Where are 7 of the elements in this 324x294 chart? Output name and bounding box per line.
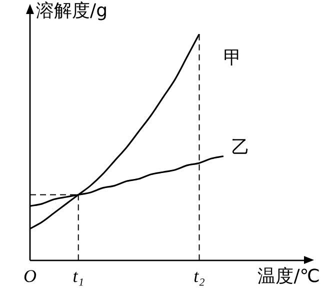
series-label: 乙: [231, 136, 250, 158]
x-tick-label: O: [24, 266, 36, 286]
x-axis-title: 温度/℃: [258, 266, 320, 288]
x-tick-label: t₁: [72, 266, 84, 286]
series-label: 甲: [223, 48, 242, 69]
x-tick-label: t₂: [194, 266, 205, 286]
y-axis-title: 溶解度/g: [36, 0, 108, 22]
